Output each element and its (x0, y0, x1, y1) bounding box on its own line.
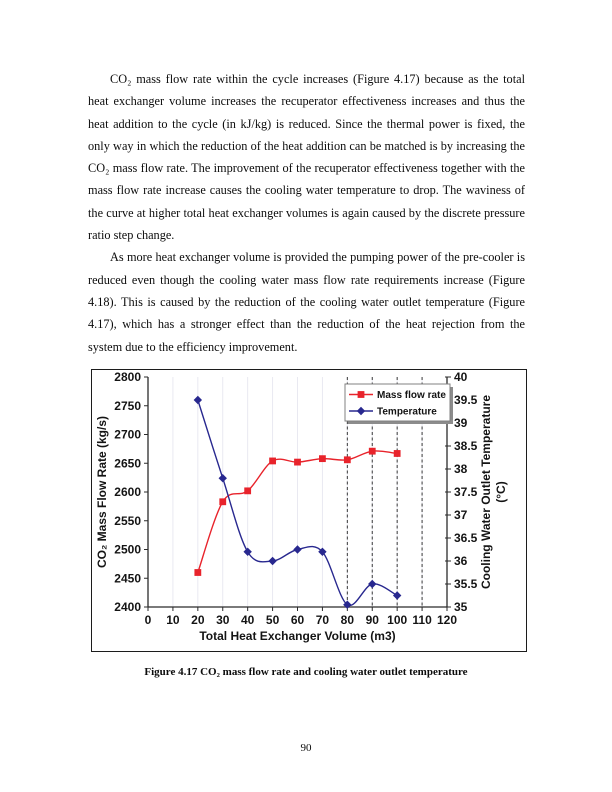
x-tick-label: 20 (191, 613, 205, 627)
y-right-tick-label: 39.5 (454, 393, 478, 407)
y-right-tick-label: 38 (454, 462, 468, 476)
data-point-square (294, 458, 301, 466)
x-tick-label: 30 (216, 613, 230, 627)
x-tick-label: 0 (145, 613, 152, 627)
y-axis-left-title: CO₂ Mass Flow Rate (kg/s) (95, 416, 109, 568)
data-point-diamond (243, 547, 252, 556)
series-markers-mass-flow-rate (194, 447, 401, 576)
x-tick-label: 100 (387, 613, 407, 627)
chart-svg: 2400 2450 2500 2550 2600 2650 2700 2750 2800 35 35… (95, 370, 508, 643)
legend-box (344, 383, 451, 422)
data-point-diamond (368, 579, 377, 589)
x-tick-label: 70 (316, 613, 330, 627)
x-tick-label: 40 (241, 613, 255, 627)
x-tick-label: 120 (437, 613, 457, 627)
page-number: 90 (300, 742, 312, 754)
figure-4-17-chart: 2400 2450 2500 2550 2600 2650 2700 2750 2800 35 35… (91, 369, 527, 652)
data-point-square (194, 569, 202, 576)
y-left-tick-label: 2450 (114, 571, 141, 585)
x-tick-label: 80 (341, 613, 355, 627)
figure-caption: Figure 4.17 CO₂ mass flow rate and cooli… (144, 666, 468, 678)
x-tick-label: 10 (166, 613, 180, 627)
data-point-square (368, 447, 376, 455)
y-left-tick-label: 2400 (114, 600, 141, 614)
y-right-tick-label: 36 (454, 554, 468, 568)
y-left-tick-label: 2550 (114, 514, 141, 528)
y-right-tick-label: 38.5 (454, 439, 478, 453)
paragraph-2: As more heat exchanger volume is provide… (88, 250, 525, 354)
paragraph-1: CO₂ mass flow rate within the cycle incr… (88, 72, 525, 243)
x-axis-title: Total Heat Exchanger Volume (m3) (199, 629, 395, 643)
y-left-tick-label: 2600 (114, 485, 141, 499)
data-point-square (244, 487, 252, 495)
data-point-diamond (392, 591, 402, 600)
y-right-tick-label: 37.5 (454, 485, 478, 499)
y-left-tick-label: 2650 (114, 456, 141, 470)
data-point-diamond (293, 545, 302, 554)
data-point-diamond (193, 395, 203, 405)
data-point-diamond (268, 556, 277, 566)
x-tick-label: 60 (291, 613, 305, 627)
data-point-square (319, 455, 326, 463)
data-point-square (269, 457, 276, 465)
data-point-square (393, 450, 401, 457)
body-text: CO₂ mass flow rate within the cycle incr… (88, 68, 525, 358)
y-right-tick-label: 35.5 (454, 577, 478, 591)
data-point-diamond (356, 406, 366, 416)
x-tick-label: 110 (412, 613, 432, 627)
data-point-square (219, 498, 227, 506)
data-point-square (343, 456, 351, 464)
y-axis-right-title-units: (°C) (494, 481, 508, 502)
y-left-tick-label: 2750 (114, 399, 141, 413)
y-left-tick-label: 2500 (114, 543, 141, 557)
legend-label: Mass flow rate (377, 390, 446, 401)
x-tick-label: 50 (266, 613, 280, 627)
legend-label: Temperature (377, 407, 437, 418)
y-right-tick-label: 40 (454, 370, 468, 384)
y-right-tick-label: 36.5 (454, 531, 478, 545)
y-right-tick-label: 39 (454, 416, 468, 430)
y-left-tick-label: 2700 (114, 428, 141, 442)
data-point-diamond (218, 474, 227, 483)
y-right-tick-label: 35 (454, 600, 468, 614)
y-right-tick-label: 37 (454, 508, 468, 522)
y-axis-right-title: Cooling Water Outlet Temperature (479, 395, 493, 589)
y-left-tick-label: 2800 (114, 370, 141, 384)
data-point-square (357, 391, 365, 398)
x-tick-label: 90 (366, 613, 380, 627)
chart-legend: Mass flow rate Temperature (344, 383, 453, 424)
